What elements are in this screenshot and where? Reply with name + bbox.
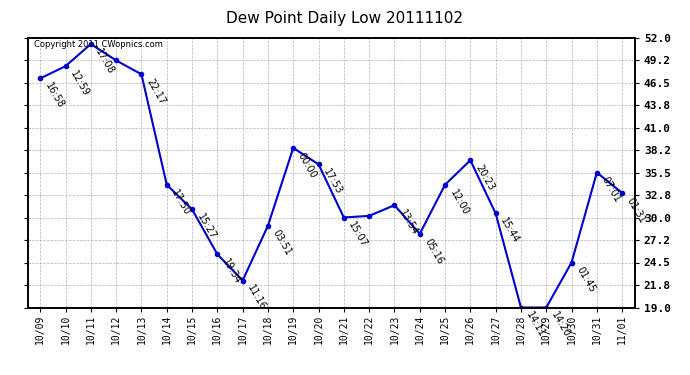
Text: 00:00: 00:00: [296, 151, 319, 180]
Text: 05:16: 05:16: [422, 237, 445, 266]
Text: 20:23: 20:23: [473, 163, 496, 192]
Text: 19:34: 19:34: [220, 257, 243, 286]
Text: 11:16: 11:16: [246, 283, 268, 312]
Text: 14:20: 14:20: [549, 310, 571, 339]
Text: 13:54: 13:54: [397, 208, 420, 237]
Text: 12:00: 12:00: [448, 188, 471, 217]
Text: 12:59: 12:59: [68, 69, 91, 98]
Text: 07:01: 07:01: [600, 175, 622, 204]
Text: 15:07: 15:07: [346, 220, 369, 249]
Text: 17:50: 17:50: [170, 188, 193, 217]
Text: Dew Point Daily Low 20111102: Dew Point Daily Low 20111102: [226, 11, 464, 26]
Text: 15:44: 15:44: [498, 216, 521, 245]
Text: 15:27: 15:27: [195, 212, 217, 242]
Text: 14:11: 14:11: [524, 310, 546, 339]
Text: 03:51: 03:51: [270, 228, 293, 258]
Text: 17:08: 17:08: [94, 47, 116, 76]
Text: 01:31: 01:31: [625, 196, 647, 225]
Text: Copyright 2011 CWopnics.com: Copyright 2011 CWopnics.com: [34, 40, 163, 49]
Text: 01:45: 01:45: [574, 265, 597, 294]
Text: 16:58: 16:58: [43, 81, 66, 110]
Text: 22:17: 22:17: [144, 77, 167, 106]
Text: 17:53: 17:53: [322, 167, 344, 196]
